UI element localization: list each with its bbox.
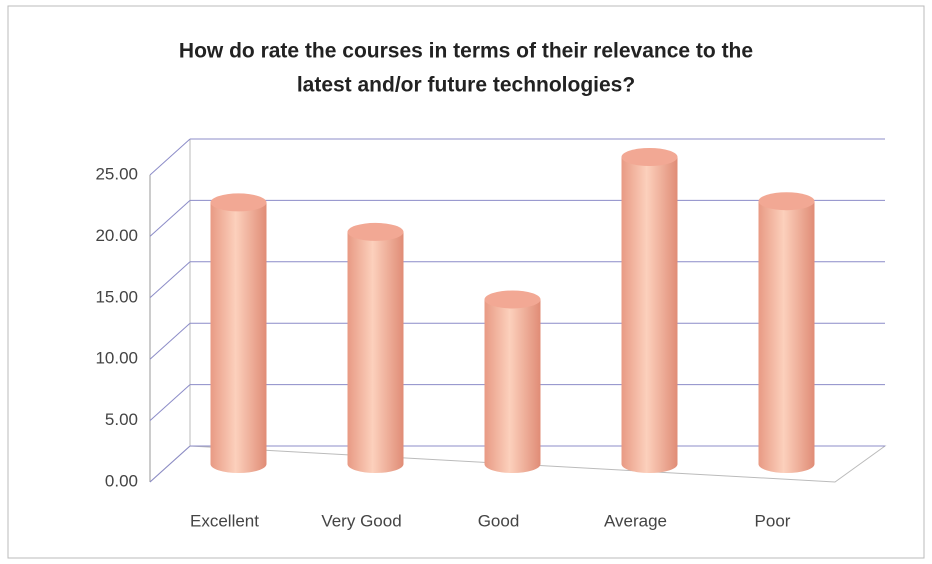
bar-top — [484, 290, 541, 309]
y-tick-label: 0.00 — [105, 471, 138, 490]
bar — [758, 192, 815, 473]
bar-body — [210, 202, 267, 473]
bar-top — [347, 222, 404, 241]
y-tick-label: 20.00 — [95, 226, 138, 245]
bar — [347, 222, 404, 473]
grid-line — [149, 445, 191, 483]
bar-body — [347, 231, 404, 473]
x-tick-label: Very Good — [321, 511, 401, 530]
bar — [621, 148, 678, 473]
x-tick-label: Excellent — [190, 511, 259, 530]
x-tick-label: Good — [478, 511, 520, 530]
bar-top — [621, 148, 678, 166]
chart-title: How do rate the courses in terms of thei… — [179, 40, 753, 63]
y-tick-label: 10.00 — [95, 349, 138, 368]
bar — [210, 193, 267, 473]
y-tick-label: 15.00 — [95, 287, 138, 306]
bar-top — [210, 193, 267, 212]
bar-top — [758, 192, 815, 211]
bar-body — [621, 157, 678, 473]
bar — [484, 290, 541, 473]
grid-line — [149, 138, 191, 176]
x-tick-label: Average — [604, 511, 667, 530]
y-tick-label: 5.00 — [105, 410, 138, 429]
x-tick-label: Poor — [755, 511, 791, 530]
grid-line — [149, 322, 191, 360]
bar-body — [758, 201, 815, 473]
grid-line — [149, 384, 191, 421]
y-tick-label: 25.00 — [95, 164, 138, 183]
bar-body — [484, 299, 541, 473]
grid-line — [149, 261, 191, 299]
grid-line — [149, 200, 191, 237]
chart-title: latest and/or future technologies? — [297, 74, 635, 97]
